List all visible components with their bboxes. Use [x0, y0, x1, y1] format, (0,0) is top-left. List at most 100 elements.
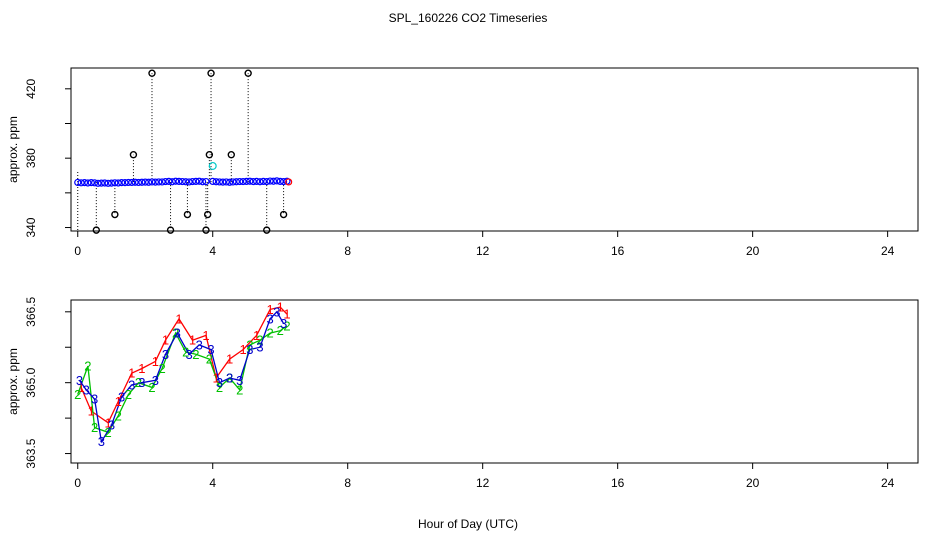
figure-title: SPL_160226 CO2 Timeseries: [389, 11, 548, 25]
x-tick-label: 20: [746, 476, 760, 490]
series-marker-1: 1: [266, 302, 273, 317]
data-point: [249, 177, 257, 186]
series-line-1: [80, 306, 288, 424]
series-marker-3: 3: [246, 342, 253, 357]
data-point: [158, 178, 166, 186]
data-point: [229, 178, 237, 186]
data-point: [124, 178, 132, 187]
plot-frame: [70, 299, 919, 464]
data-point: [148, 178, 156, 186]
series-marker-2: 2: [182, 344, 189, 359]
series-marker-3: 3: [76, 373, 83, 388]
data-point: [244, 69, 252, 77]
x-tick-label: 16: [611, 244, 625, 258]
y-tick-label: 363.5: [24, 438, 38, 468]
data-point: [178, 177, 186, 186]
data-point: [172, 177, 180, 185]
data-point: [114, 179, 122, 187]
series-marker-3: 3: [216, 375, 223, 390]
data-point: [263, 177, 271, 186]
series-marker-3: 3: [280, 316, 287, 331]
series-marker-1: 1: [152, 354, 159, 369]
series-marker-2: 2: [277, 323, 284, 338]
y-axis-label: approx. ppm: [6, 348, 20, 415]
data-point: [202, 177, 210, 186]
x-tick-label: 24: [881, 476, 895, 490]
series-marker-2: 2: [256, 333, 263, 348]
data-point: [182, 178, 190, 186]
y-tick-label: 340: [24, 217, 38, 237]
data-point: [148, 69, 156, 77]
data-point: [80, 179, 89, 187]
series-marker-1: 1: [189, 333, 196, 348]
series-marker-3: 3: [207, 342, 214, 357]
data-point: [155, 178, 163, 186]
data-point: [128, 178, 136, 187]
series-marker-1: 1: [162, 333, 169, 348]
series-marker-2: 2: [148, 380, 155, 395]
data-point: [207, 69, 215, 77]
data-point: [74, 178, 82, 187]
x-axis-label: Hour of Day (UTC): [418, 517, 518, 531]
series-marker-3: 3: [236, 373, 243, 388]
data-point: [129, 151, 138, 159]
data-point: [92, 226, 101, 234]
series-marker-1: 1: [202, 328, 209, 343]
data-point: [111, 210, 119, 219]
data-point: [209, 177, 217, 186]
series-marker-3: 3: [266, 311, 273, 326]
series-marker-1: 1: [283, 307, 290, 322]
data-point: [107, 179, 116, 187]
data-point: [226, 178, 234, 186]
y-tick-label: 420: [24, 78, 38, 98]
series-marker-1: 1: [105, 415, 112, 430]
series-marker-2: 2: [226, 370, 233, 385]
data-point: [165, 177, 173, 186]
data-point: [121, 179, 129, 187]
data-point: [166, 226, 175, 234]
series-marker-3: 3: [108, 418, 115, 433]
series-marker-2: 2: [246, 337, 253, 352]
data-point: [279, 177, 288, 186]
series-marker-2: 2: [206, 352, 213, 367]
series-marker-1: 1: [78, 380, 85, 395]
data-point: [256, 178, 264, 186]
data-point: [161, 177, 170, 186]
x-tick-label: 8: [344, 244, 351, 258]
data-point: [111, 179, 119, 187]
series-marker-2: 2: [74, 387, 81, 402]
series-marker-2: 2: [158, 361, 165, 376]
data-point: [134, 178, 143, 187]
x-tick-label: 16: [611, 476, 625, 490]
series-marker-3: 3: [98, 434, 105, 449]
data-point: [87, 179, 95, 187]
series-marker-3: 3: [91, 392, 98, 407]
data-point: [266, 177, 274, 185]
x-tick-label: 4: [209, 244, 216, 258]
data-point: [269, 177, 278, 185]
series-marker-3: 3: [138, 375, 145, 390]
series-marker-3: 3: [152, 373, 159, 388]
data-point: [273, 177, 281, 185]
series-marker-1: 1: [175, 311, 182, 326]
data-point: [118, 179, 126, 187]
series-line-3: [78, 310, 285, 444]
series-marker-3: 3: [162, 347, 169, 362]
data-point: [246, 177, 254, 185]
data-point: [183, 210, 192, 219]
series-marker-2: 2: [236, 382, 243, 397]
series-marker-1: 1: [138, 361, 145, 376]
data-point: [215, 178, 224, 186]
data-point: [203, 210, 212, 219]
series-marker-2: 2: [105, 425, 112, 440]
x-tick-label: 0: [74, 476, 81, 490]
series-marker-3: 3: [256, 340, 263, 355]
plot-frame: [70, 67, 919, 232]
series-marker-3: 3: [83, 382, 90, 397]
x-tick-label: 12: [476, 244, 490, 258]
data-point: [227, 151, 235, 159]
data-point: [91, 179, 99, 187]
data-point: [239, 177, 247, 186]
data-point: [168, 178, 176, 186]
